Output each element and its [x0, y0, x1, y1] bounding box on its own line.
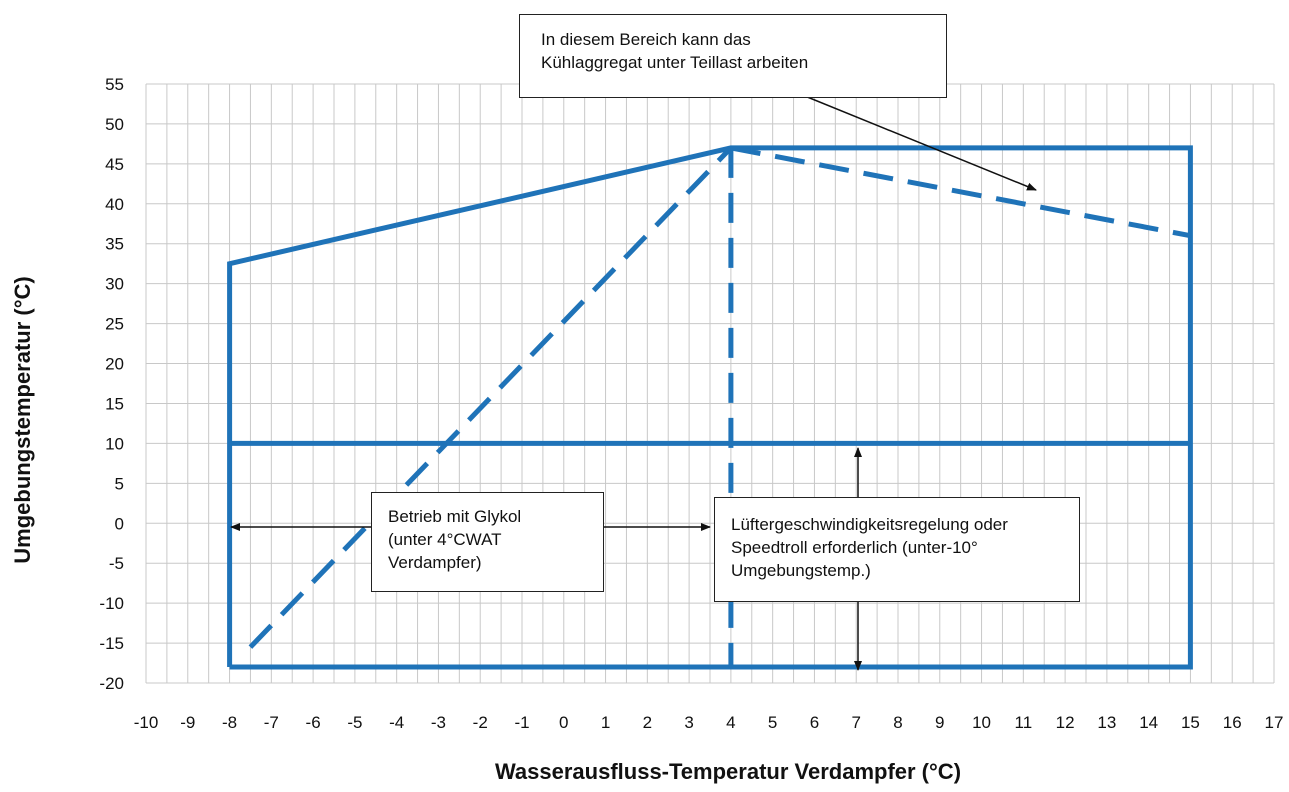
x-tick-label: -1: [514, 713, 529, 732]
x-tick-label: 7: [851, 713, 860, 732]
x-tick-label: 15: [1181, 713, 1200, 732]
annotation-arrows: [230, 91, 1037, 671]
x-tick-label: -9: [180, 713, 195, 732]
x-tick-label: -2: [473, 713, 488, 732]
fan-speed-note: Lüftergeschwindigkeitsregelung oder Spee…: [714, 497, 1080, 602]
x-tick-label: -8: [222, 713, 237, 732]
x-tick-label: -3: [431, 713, 446, 732]
x-tick-label: 16: [1223, 713, 1242, 732]
series-line-5: [730, 145, 1191, 239]
note-line: In diesem Bereich kann das: [541, 30, 751, 49]
x-tick-label: 8: [893, 713, 902, 732]
x-tick-label: 3: [684, 713, 693, 732]
note-line: Betrieb mit Glykol: [388, 507, 522, 526]
x-tick-labels: -10 -9 -8 -7 -6 -5 -4 -3 -2 -1 0 1 2 3 4 5 6 7 8 9 10 11 12 13 1…: [134, 713, 1284, 732]
x-tick-label: 6: [810, 713, 819, 732]
grid: [145, 83, 1275, 684]
y-tick-label: 20: [105, 355, 124, 374]
x-tick-label: 4: [726, 713, 735, 732]
y-tick-label: 25: [105, 315, 124, 334]
x-tick-label: 9: [935, 713, 944, 732]
x-tick-label: 0: [559, 713, 568, 732]
x-tick-label: 10: [972, 713, 991, 732]
y-tick-label: 30: [105, 275, 124, 294]
note-line: (unter 4°CWAT: [388, 530, 502, 549]
note-line: Verdampfer): [388, 553, 482, 572]
x-tick-label: -5: [347, 713, 362, 732]
x-tick-label: 1: [601, 713, 610, 732]
y-tick-label: -20: [99, 674, 124, 693]
x-tick-label: 13: [1097, 713, 1116, 732]
note-line: Umgebungstemp.): [731, 561, 871, 580]
y-tick-label: -5: [109, 554, 124, 573]
note-line: Speedtroll erforderlich (unter-10°: [731, 538, 978, 557]
x-tick-label: 17: [1265, 713, 1284, 732]
series-line-3: [248, 146, 733, 649]
glycol-note: Betrieb mit Glykol (unter 4°CWAT Verdamp…: [371, 492, 604, 592]
y-tick-label: 35: [105, 235, 124, 254]
y-tick-label: 15: [105, 394, 124, 413]
arrow-to-partial-load-area: [794, 91, 1037, 191]
y-tick-label: 50: [105, 115, 124, 134]
y-tick-label: 45: [105, 155, 124, 174]
note-line: Kühlaggregat unter Teillast arbeiten: [541, 53, 809, 72]
x-tick-label: -6: [306, 713, 321, 732]
series-line-1: [227, 145, 1193, 670]
x-tick-label: 11: [1015, 713, 1033, 732]
x-tick-label: -7: [264, 713, 279, 732]
y-tick-label: 40: [105, 195, 124, 214]
y-tick-label: 55: [105, 75, 124, 94]
x-tick-label: 5: [768, 713, 777, 732]
x-axis-title: Wasserausfluss-Temperatur Verdampfer (°C…: [495, 759, 961, 784]
series-lines: [227, 145, 1193, 670]
y-axis-title: Umgebungstemperatur (°C): [10, 276, 35, 563]
x-tick-label: 12: [1056, 713, 1075, 732]
note-line: Lüftergeschwindigkeitsregelung oder: [731, 515, 1008, 534]
y-tick-label: 0: [115, 514, 124, 533]
y-tick-label: -15: [99, 634, 124, 653]
x-tick-label: 2: [643, 713, 652, 732]
y-tick-label: 10: [105, 434, 124, 453]
x-tick-label: -10: [134, 713, 159, 732]
x-tick-label: 14: [1139, 713, 1158, 732]
partial-load-note: In diesem Bereich kann das Kühlaggregat …: [519, 14, 947, 98]
y-tick-label: -10: [99, 594, 124, 613]
y-tick-label: 5: [115, 474, 124, 493]
x-tick-label: -4: [389, 713, 404, 732]
